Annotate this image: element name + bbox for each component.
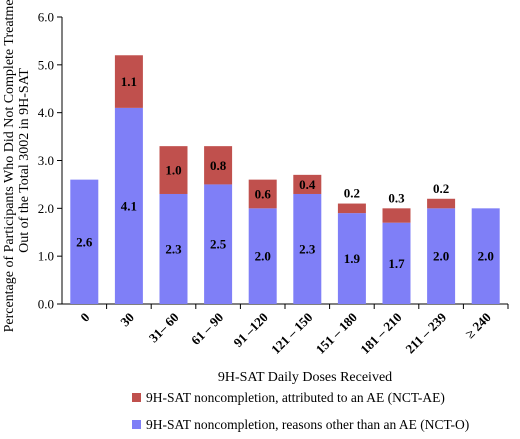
y-tick-label: 6.0 [38,10,54,25]
x-tick-label: 30 [117,310,137,330]
bar-segment-nct-o [204,184,233,304]
bar-segment-nct-o [114,107,143,304]
data-label-nct-o: 2.3 [165,241,182,256]
data-label-nct-o: 2.6 [76,234,93,249]
x-tick-label: 0 [77,310,92,325]
data-label-nct-ae: 0.2 [433,181,449,196]
legend-swatch [132,420,141,429]
legend-swatch [132,393,141,402]
bar-segment-nct-ae [293,174,322,194]
x-tick-label: 121 – 150 [268,310,315,357]
x-tick-label: ≥ 240 [462,310,494,342]
y-tick-label: 2.0 [38,201,54,216]
bar-segment-nct-ae [204,146,233,185]
bar-segment-nct-ae [248,179,277,209]
bar-segment-nct-ae [159,146,188,194]
data-label-nct-o: 1.9 [344,251,361,266]
bar-segment-nct-ae [382,208,411,223]
y-tick-label: 3.0 [38,153,54,168]
bar-segment-nct-o [248,208,277,304]
data-label-nct-o: 2.5 [210,237,227,252]
bar-segment-nct-o [382,222,411,304]
data-label-nct-ae: 1.1 [121,74,137,89]
x-tick-label: 181 – 210 [357,310,404,357]
plot-area: 0.0 1.0 2.0 3.0 4.0 5.0 6.0 2.6 0 4.1 1.1 30 2.3 1.0 3… [38,10,509,357]
bar-segment-nct-o [293,193,322,304]
data-label-nct-ae: 0.4 [299,177,316,192]
legend-label: 9H-SAT noncompletion, attributed to an A… [146,390,445,405]
bar-segment-nct-ae [114,55,143,108]
data-label-nct-ae: 1.0 [165,163,181,178]
x-tick-label: 31– 60 [146,310,182,346]
data-label-nct-ae: 0.8 [210,158,227,173]
data-label-nct-ae: 0.3 [388,190,405,205]
y-tick-label: 0.0 [38,297,54,312]
data-label-nct-o: 2.3 [299,241,316,256]
legend-label: 9H-SAT noncompletion, reasons other than… [146,417,469,432]
data-label-nct-o: 4.1 [121,198,137,213]
y-tick-label: 4.0 [38,105,54,120]
data-label-nct-o: 2.0 [478,249,494,264]
data-label-nct-ae: 0.2 [344,186,360,201]
y-tick-label: 5.0 [38,57,54,72]
y-axis-title-line: Percentage of Participants Who Did Not C… [2,0,17,332]
x-tick-label: 211 – 239 [402,309,449,356]
bar-segment-nct-o [70,179,99,304]
bar-segment-nct-o [427,208,456,304]
data-label-nct-o: 2.0 [255,249,271,264]
x-tick-label: 61 – 90 [188,310,226,348]
data-label-nct-o: 1.7 [388,256,405,271]
data-label-nct-ae: 0.6 [255,186,272,201]
data-label-nct-o: 2.0 [433,249,449,264]
y-axis-title: Percentage of Participants Who Did Not C… [2,0,32,332]
x-axis-title: 9H-SAT Daily Doses Received [218,370,392,385]
legend: 9H-SAT noncompletion, attributed to an A… [132,390,469,432]
bar-segment-nct-ae [427,198,456,209]
y-axis-title-line: Out of the Total 3002 in 9H-SAT [17,68,32,253]
x-tick-label: 91 –120 [230,310,270,350]
bar-segment-nct-o [337,213,366,304]
bar-segment-nct-o [471,208,500,304]
bar-segment-nct-o [159,193,188,304]
x-tick-label: 151 – 180 [313,310,360,357]
bar-segment-nct-ae [337,203,366,214]
y-tick-label: 1.0 [38,249,54,264]
